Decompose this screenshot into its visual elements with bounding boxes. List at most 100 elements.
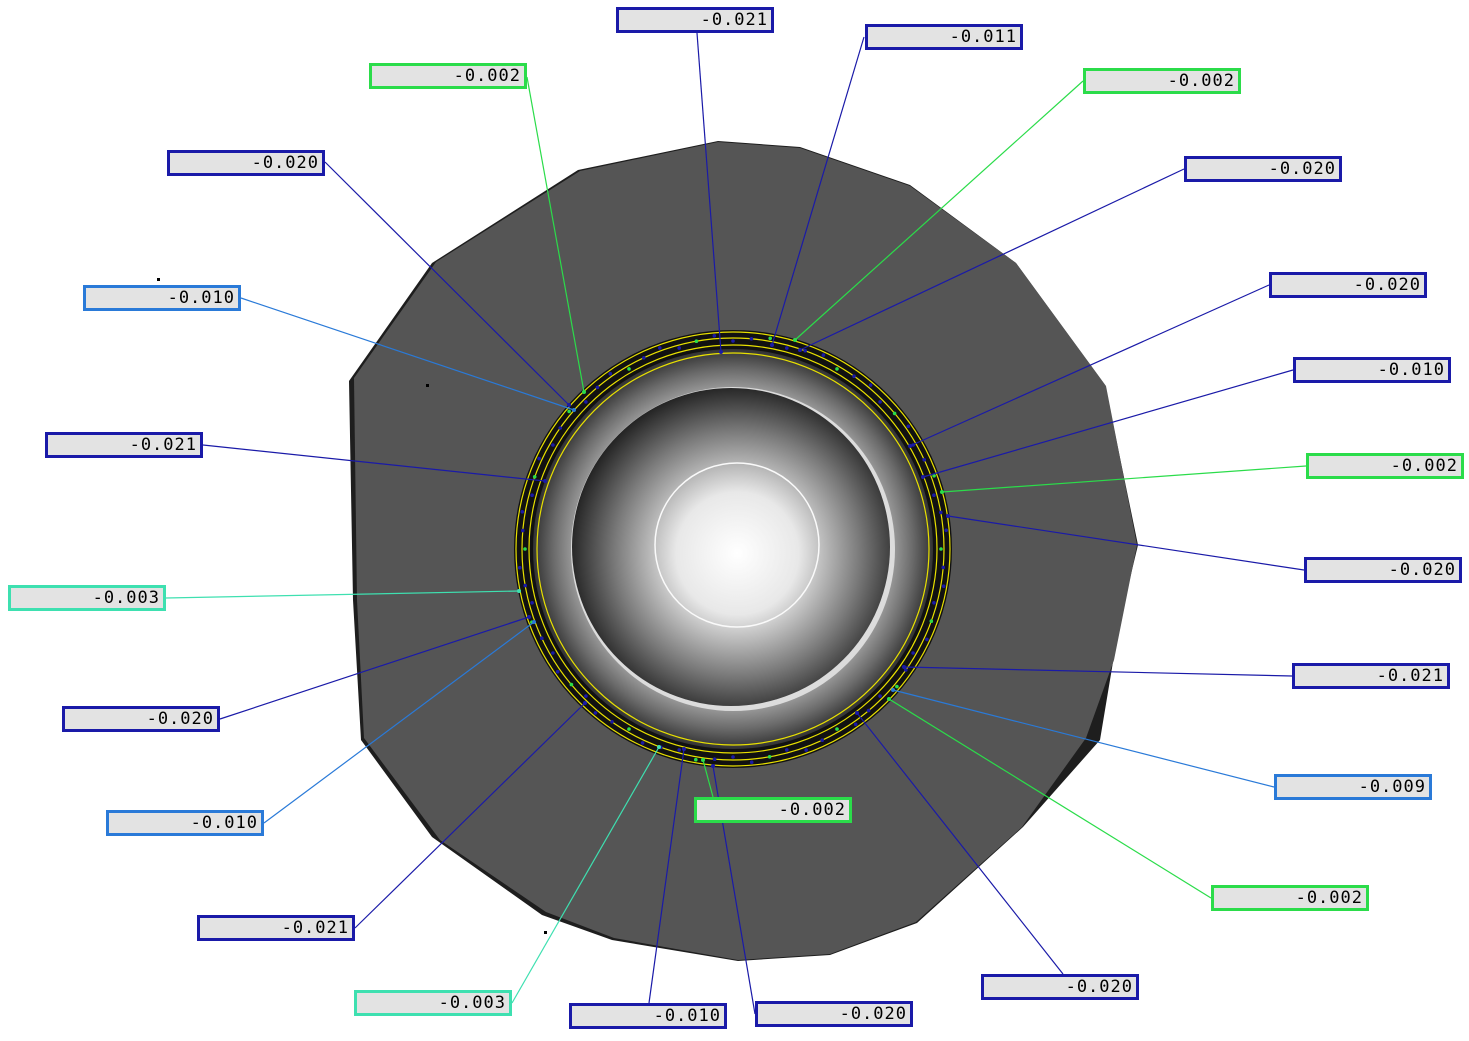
deviation-label[interactable]: -0.002 [1306,453,1464,479]
bore-inner-edge [654,462,820,628]
leader-endpoint [921,475,925,479]
leader-endpoint [793,338,797,342]
probe-point [835,367,839,371]
deviation-label[interactable]: -0.021 [197,915,355,941]
deviation-label[interactable]: -0.002 [1211,885,1369,911]
probe-point [932,601,936,605]
probe-point [878,694,882,698]
probe-point [555,669,560,674]
leader-line [941,465,1307,493]
leader-line [696,32,722,353]
deviation-label[interactable]: -0.020 [1304,557,1462,583]
probe-point [642,356,646,360]
leader-line [888,698,1212,899]
bore-surface [572,388,890,706]
leader-endpoint [572,408,576,412]
probe-point [595,385,600,390]
probe-point [785,346,789,350]
leader-line [892,689,1275,788]
probe-point [749,760,754,764]
leader-endpoint [532,620,536,624]
leader-line [922,369,1294,478]
deviation-label[interactable]: -0.020 [1184,156,1342,182]
probe-point [658,346,662,350]
leader-line [947,515,1305,571]
deviation-label[interactable]: -0.011 [865,24,1023,50]
probe-point [520,510,525,514]
leader-line [202,444,546,482]
probe-point [523,547,527,551]
deviation-label[interactable]: -0.020 [755,1001,913,1027]
probe-point [866,708,871,713]
leader-endpoint [543,479,547,483]
deviation-label[interactable]: -0.003 [8,585,166,611]
probe-point [944,528,948,533]
probe-point [853,722,858,727]
leader-endpoint [711,764,715,768]
leader-line [794,80,1084,341]
probe-point [892,411,897,416]
probe-point [551,651,555,655]
deviation-label[interactable]: -0.021 [45,432,203,458]
leader-line [856,712,1064,975]
deviation-label[interactable]: -0.009 [1274,774,1432,800]
deviation-label[interactable]: -0.010 [106,810,264,836]
probe-point [540,636,544,640]
leader-endpoint [770,343,774,347]
probe-point [584,694,588,698]
deviation-label[interactable]: -0.010 [83,285,241,311]
probe-point [939,510,943,515]
probe-point [677,346,681,350]
deviation-label[interactable]: -0.020 [62,706,220,732]
leader-endpoint [682,747,686,751]
probe-point [803,348,807,353]
deviation-label[interactable]: -0.010 [1293,357,1451,383]
probe-point [532,475,537,479]
probe-point [929,619,934,623]
deviation-label[interactable]: -0.021 [1292,663,1450,689]
deviation-label[interactable]: -0.002 [369,63,527,89]
leader-line [219,616,530,720]
probe-point [627,367,631,371]
deviation-label[interactable]: -0.010 [569,1003,727,1029]
leader-endpoint [527,615,531,619]
probe-point [821,353,826,357]
stray-point [544,931,547,934]
leader-line [799,168,1185,351]
probe-point [785,748,789,752]
leader-line [263,621,535,824]
deviation-label[interactable]: -0.002 [694,797,852,823]
probe-point [712,757,717,761]
probe-point [878,400,882,404]
leader-endpoint [657,745,661,749]
probe-point [932,474,936,478]
deviation-label[interactable]: -0.003 [354,990,512,1016]
deviation-label[interactable]: -0.020 [1269,272,1427,298]
probe-point [712,334,717,338]
deviation-label[interactable]: -0.021 [616,7,774,33]
probe-point [932,493,936,498]
probe-point [922,458,926,462]
probe-point [767,755,772,759]
leader-endpoint [517,589,521,593]
probe-point [749,337,754,341]
leader-endpoint [902,665,906,669]
deviation-label[interactable]: -0.020 [981,974,1139,1000]
leader-endpoint [891,688,895,692]
probe-point [939,547,943,551]
probe-point [731,339,735,343]
leader-endpoint [719,350,723,354]
probe-point [537,456,541,461]
counterbore [514,330,952,768]
deviation-label[interactable]: -0.020 [167,150,325,176]
probe-point [906,424,911,429]
leader-line [354,702,586,929]
probe-points [518,334,948,764]
leader-line [511,746,660,1004]
probe-point [521,528,525,533]
probe-point [941,565,945,570]
deviation-label[interactable]: -0.002 [1083,68,1241,94]
probe-point [804,748,808,752]
probe-point [530,601,534,605]
